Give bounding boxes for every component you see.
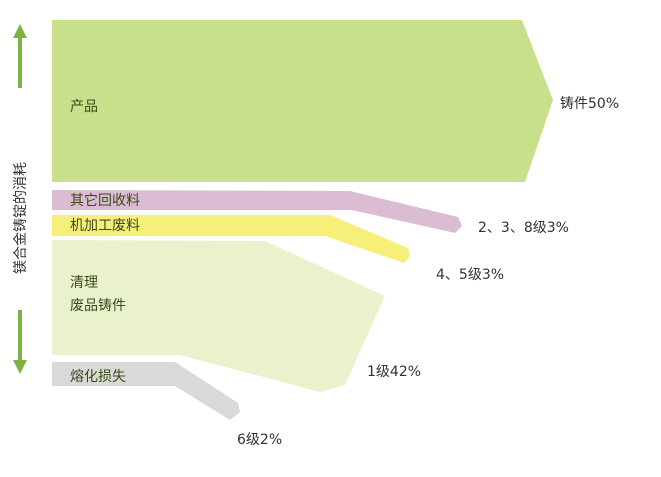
label-cleaning-1: 清理 <box>70 275 98 291</box>
axis-label: 镁合金铸锭的消耗 <box>13 162 29 274</box>
up-arrow-icon <box>13 24 27 88</box>
down-arrow-icon <box>13 310 27 374</box>
output-machining: 4、5级3% <box>436 267 505 283</box>
label-melt-loss: 熔化损失 <box>70 369 126 385</box>
label-cleaning-2: 废品铸件 <box>70 298 126 314</box>
flow-other-recycle <box>52 190 462 233</box>
label-other-recycle: 其它回收料 <box>70 193 140 209</box>
flow-melt-loss <box>52 362 240 420</box>
output-cleaning: 1级42% <box>367 364 422 380</box>
flow-cleaning <box>52 240 385 392</box>
flow-machining <box>52 215 410 263</box>
output-melt-loss: 6级2% <box>237 432 283 448</box>
output-other-recycle: 2、3、8级3% <box>478 220 569 236</box>
flow-product <box>52 20 553 182</box>
label-product: 产品 <box>70 99 98 115</box>
label-machining: 机加工废料 <box>70 218 140 234</box>
output-product: 铸件50% <box>560 96 620 112</box>
